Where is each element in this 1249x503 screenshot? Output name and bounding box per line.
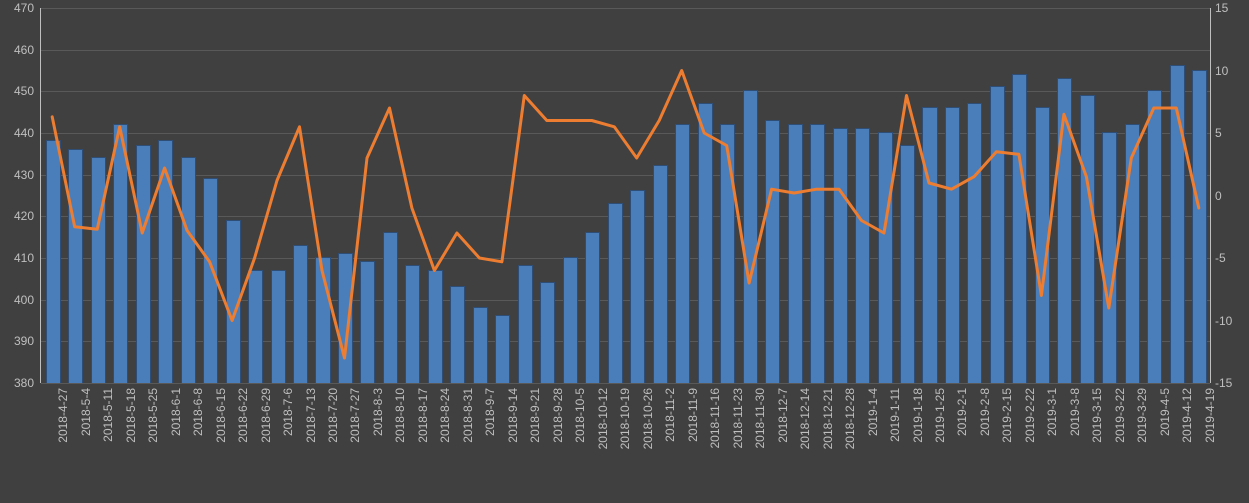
x-label: 2018-7-27	[349, 388, 361, 488]
x-label: 2018-7-20	[327, 388, 339, 488]
x-label: 2018-8-31	[462, 388, 474, 488]
x-label: 2019-3-8	[1069, 388, 1081, 488]
x-label: 2019-2-1	[956, 388, 968, 488]
x-label: 2018-10-12	[597, 388, 609, 488]
x-label: 2018-5-25	[147, 388, 159, 488]
x-label: 2019-1-18	[912, 388, 924, 488]
x-label: 2019-3-1	[1046, 388, 1058, 488]
line-series	[41, 8, 1210, 383]
gridline	[41, 383, 1210, 384]
x-label: 2019-3-29	[1136, 388, 1148, 488]
y-right-label: -5	[1215, 252, 1226, 264]
x-label: 2019-4-5	[1159, 388, 1171, 488]
x-label: 2018-9-7	[484, 388, 496, 488]
x-label: 2019-1-4	[867, 388, 879, 488]
combo-chart: 380 390 400 410 420 430 440 450 460 470 -15 -10 -5 0 5…	[0, 0, 1249, 503]
x-label: 2018-10-26	[642, 388, 654, 488]
x-label: 2019-2-22	[1024, 388, 1036, 488]
y-left-label: 450	[0, 85, 34, 97]
x-label: 2018-6-22	[237, 388, 249, 488]
x-label: 2018-6-8	[192, 388, 204, 488]
x-label: 2018-5-18	[125, 388, 137, 488]
x-label: 2018-8-17	[417, 388, 429, 488]
x-label: 2018-11-16	[709, 388, 721, 488]
y-right-label: 0	[1215, 190, 1222, 202]
y-right-label: -10	[1215, 315, 1232, 327]
x-label: 2019-4-12	[1181, 388, 1193, 488]
x-label: 2019-1-11	[889, 388, 901, 488]
x-label: 2018-12-7	[777, 388, 789, 488]
y-left-label: 380	[0, 377, 34, 389]
y-left-label: 420	[0, 210, 34, 222]
x-label: 2018-8-10	[394, 388, 406, 488]
y-left-label: 470	[0, 2, 34, 14]
x-label: 2018-7-6	[282, 388, 294, 488]
y-right-label: -15	[1215, 377, 1232, 389]
x-label: 2018-6-1	[170, 388, 182, 488]
x-label: 2019-2-8	[979, 388, 991, 488]
x-label: 2018-5-11	[102, 388, 114, 488]
y-left-label: 400	[0, 294, 34, 306]
x-label: 2018-11-30	[754, 388, 766, 488]
plot-area	[40, 8, 1211, 383]
x-label: 2019-2-15	[1001, 388, 1013, 488]
x-label: 2018-12-28	[844, 388, 856, 488]
y-left-label: 460	[0, 44, 34, 56]
y-right-label: 15	[1215, 2, 1228, 14]
x-label: 2018-9-21	[529, 388, 541, 488]
y-left-label: 440	[0, 127, 34, 139]
y-right-label: 10	[1215, 65, 1228, 77]
x-label: 2018-5-4	[80, 388, 92, 488]
x-label: 2018-8-24	[439, 388, 451, 488]
x-label: 2019-1-25	[934, 388, 946, 488]
x-label: 2018-11-2	[664, 388, 676, 488]
x-label: 2018-11-9	[687, 388, 699, 488]
x-label: 2018-9-14	[507, 388, 519, 488]
x-label: 2018-12-14	[799, 388, 811, 488]
x-label: 2018-6-15	[215, 388, 227, 488]
y-left-label: 430	[0, 169, 34, 181]
x-label: 2018-10-5	[574, 388, 586, 488]
y-right-label: 5	[1215, 127, 1222, 139]
x-label: 2018-8-3	[372, 388, 384, 488]
x-label: 2018-11-23	[732, 388, 744, 488]
x-label: 2018-4-27	[57, 388, 69, 488]
x-label: 2018-9-28	[552, 388, 564, 488]
x-label: 2019-3-15	[1091, 388, 1103, 488]
x-label: 2018-6-29	[260, 388, 272, 488]
x-label: 2018-7-13	[305, 388, 317, 488]
x-label: 2018-12-21	[822, 388, 834, 488]
y-left-label: 410	[0, 252, 34, 264]
x-label: 2019-4-19	[1204, 388, 1216, 488]
x-label: 2018-10-19	[619, 388, 631, 488]
x-label: 2019-3-22	[1114, 388, 1126, 488]
y-left-label: 390	[0, 335, 34, 347]
